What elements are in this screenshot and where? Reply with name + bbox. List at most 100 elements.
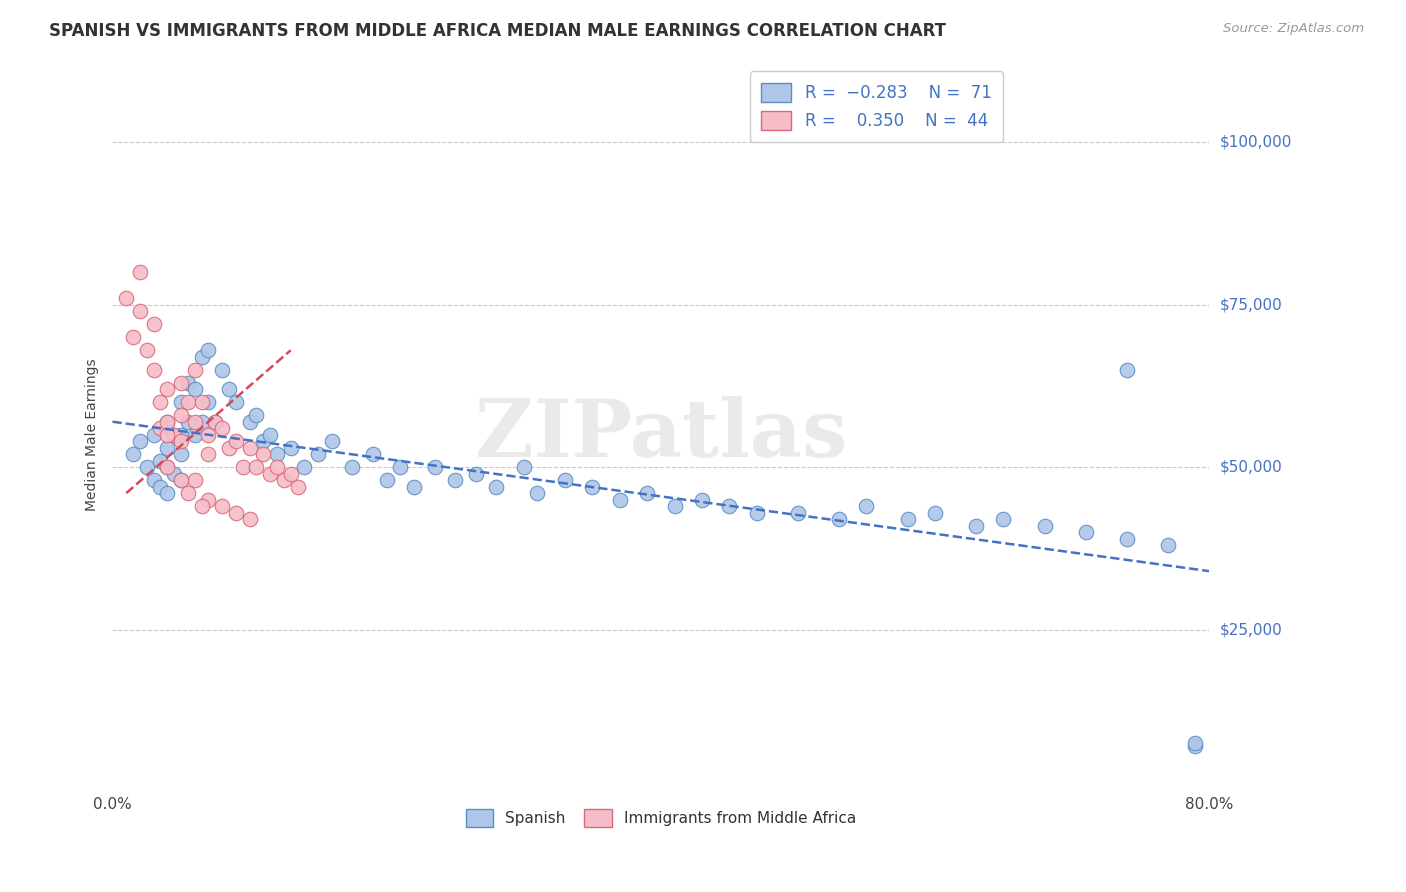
Point bbox=[342, 460, 364, 475]
Point bbox=[280, 467, 302, 481]
Point bbox=[361, 447, 384, 461]
Point bbox=[149, 453, 172, 467]
Point bbox=[129, 304, 152, 318]
Point bbox=[402, 480, 425, 494]
Point bbox=[1115, 363, 1137, 377]
Point bbox=[423, 460, 446, 475]
Y-axis label: Median Male Earnings: Median Male Earnings bbox=[86, 359, 100, 511]
Text: ZIPatlas: ZIPatlas bbox=[475, 396, 846, 474]
Point bbox=[197, 427, 219, 442]
Point bbox=[170, 395, 193, 409]
Point bbox=[122, 330, 145, 344]
Point bbox=[142, 318, 165, 332]
Point bbox=[156, 460, 179, 475]
Point bbox=[485, 480, 508, 494]
Point bbox=[786, 506, 808, 520]
Point bbox=[170, 473, 193, 487]
Point bbox=[190, 415, 212, 429]
Point bbox=[170, 427, 193, 442]
Point bbox=[690, 492, 713, 507]
Point bbox=[170, 408, 193, 422]
Point bbox=[156, 460, 179, 475]
Point bbox=[225, 434, 247, 449]
Point bbox=[239, 415, 262, 429]
Point bbox=[184, 473, 207, 487]
Point bbox=[156, 382, 179, 396]
Point bbox=[1157, 538, 1180, 552]
Text: Source: ZipAtlas.com: Source: ZipAtlas.com bbox=[1223, 22, 1364, 36]
Point bbox=[609, 492, 631, 507]
Point bbox=[184, 415, 207, 429]
Point bbox=[266, 447, 288, 461]
Point bbox=[526, 486, 548, 500]
Point bbox=[170, 376, 193, 390]
Text: $100,000: $100,000 bbox=[1220, 135, 1292, 150]
Point bbox=[142, 473, 165, 487]
Point bbox=[664, 499, 686, 513]
Point bbox=[204, 415, 226, 429]
Point bbox=[170, 447, 193, 461]
Point bbox=[129, 434, 152, 449]
Point bbox=[218, 441, 240, 455]
Point bbox=[211, 499, 233, 513]
Point bbox=[554, 473, 576, 487]
Point bbox=[156, 415, 179, 429]
Legend: Spanish, Immigrants from Middle Africa: Spanish, Immigrants from Middle Africa bbox=[458, 801, 863, 834]
Point bbox=[184, 427, 207, 442]
Point bbox=[156, 441, 179, 455]
Point bbox=[135, 460, 157, 475]
Point bbox=[115, 291, 138, 305]
Point bbox=[321, 434, 343, 449]
Point bbox=[993, 512, 1015, 526]
Point bbox=[177, 486, 200, 500]
Point bbox=[197, 343, 219, 358]
Point bbox=[197, 395, 219, 409]
Point bbox=[389, 460, 412, 475]
Point bbox=[177, 395, 200, 409]
Point bbox=[156, 415, 179, 429]
Point bbox=[184, 382, 207, 396]
Point bbox=[718, 499, 741, 513]
Point bbox=[1184, 739, 1206, 754]
Point bbox=[259, 427, 281, 442]
Point bbox=[444, 473, 467, 487]
Point bbox=[211, 421, 233, 435]
Point bbox=[163, 427, 186, 442]
Point bbox=[266, 460, 288, 475]
Point bbox=[225, 506, 247, 520]
Point bbox=[149, 480, 172, 494]
Point bbox=[280, 441, 302, 455]
Point bbox=[1184, 736, 1206, 750]
Text: SPANISH VS IMMIGRANTS FROM MIDDLE AFRICA MEDIAN MALE EARNINGS CORRELATION CHART: SPANISH VS IMMIGRANTS FROM MIDDLE AFRICA… bbox=[49, 22, 946, 40]
Point bbox=[177, 376, 200, 390]
Point bbox=[197, 447, 219, 461]
Point bbox=[211, 363, 233, 377]
Point bbox=[1115, 532, 1137, 546]
Point bbox=[232, 460, 254, 475]
Point bbox=[204, 415, 226, 429]
Point bbox=[149, 421, 172, 435]
Point bbox=[245, 408, 267, 422]
Point bbox=[965, 518, 987, 533]
Point bbox=[142, 427, 165, 442]
Point bbox=[149, 395, 172, 409]
Point bbox=[259, 467, 281, 481]
Point bbox=[239, 512, 262, 526]
Point bbox=[218, 382, 240, 396]
Point bbox=[252, 447, 274, 461]
Point bbox=[273, 473, 295, 487]
Point bbox=[294, 460, 316, 475]
Point bbox=[581, 480, 603, 494]
Text: $25,000: $25,000 bbox=[1220, 622, 1282, 637]
Point bbox=[177, 415, 200, 429]
Point bbox=[745, 506, 768, 520]
Point bbox=[190, 395, 212, 409]
Point bbox=[287, 480, 309, 494]
Text: $50,000: $50,000 bbox=[1220, 459, 1282, 475]
Point bbox=[170, 473, 193, 487]
Point bbox=[163, 467, 186, 481]
Point bbox=[129, 265, 152, 279]
Point bbox=[122, 447, 145, 461]
Point bbox=[1074, 525, 1097, 540]
Point bbox=[163, 427, 186, 442]
